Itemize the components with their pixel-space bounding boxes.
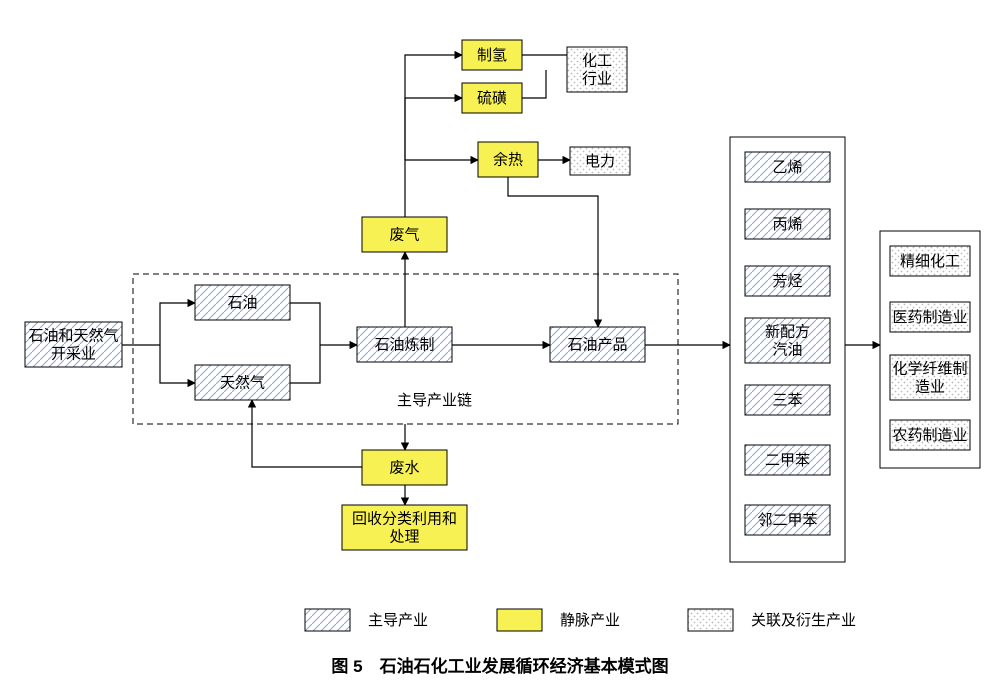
edge-1	[160, 303, 195, 345]
node-power-label: 电力	[585, 153, 615, 170]
edge-12	[252, 400, 362, 467]
main-chain-label: 主导产业链	[397, 392, 472, 409]
node-sanben: 三苯	[745, 385, 830, 415]
flowchart-canvas: 主导产业链 石油和天然气开采业 石油天然气 石油炼制 石油产品 废气废水回收分类利用和处理…	[0, 0, 1000, 692]
node-refining-label: 石油炼制	[374, 337, 434, 354]
node-gasoline: 新配方汽油	[745, 318, 830, 363]
node-fiber: 化学纤维制造业	[890, 355, 970, 400]
node-waste_water-label: 废水	[389, 460, 419, 477]
legend-swatch-1	[497, 609, 542, 631]
node-waste_water: 废水	[362, 450, 447, 485]
node-xylene-label: 二甲苯	[765, 452, 810, 469]
node-products: 石油产品	[550, 327, 645, 362]
node-oxylene: 邻二甲苯	[745, 505, 830, 535]
node-sulfur: 硫磺	[462, 83, 522, 113]
legend-swatch-0	[305, 609, 350, 631]
node-waste_heat: 余热	[478, 142, 538, 177]
node-pesticide-label: 农药制造业	[892, 427, 967, 444]
node-ethylene: 乙烯	[745, 152, 830, 182]
node-waste_gas-label: 废气	[389, 227, 419, 244]
node-hydrogen: 制氢	[462, 40, 522, 70]
node-refining: 石油炼制	[357, 327, 452, 362]
node-aromatics-label: 芳烃	[772, 273, 802, 290]
node-xylene: 二甲苯	[745, 445, 830, 475]
node-pharma: 医药制造业	[890, 302, 970, 332]
node-oxylene-label: 邻二甲苯	[757, 512, 817, 529]
node-aromatics: 芳烃	[745, 266, 830, 296]
node-waste_gas: 废气	[362, 217, 447, 252]
node-hydrogen-label: 制氢	[477, 47, 507, 64]
legend-label-0: 主导产业	[368, 612, 428, 629]
node-gas-label: 天然气	[220, 375, 265, 392]
node-power: 电力	[570, 147, 630, 175]
node-oil-label: 石油	[227, 295, 257, 312]
node-finechem-label: 精细化工	[900, 253, 960, 270]
node-propylene: 丙烯	[745, 209, 830, 239]
node-recycle: 回收分类利用和处理	[342, 505, 467, 550]
node-gas: 天然气	[195, 365, 290, 400]
node-products-label: 石油产品	[567, 337, 627, 354]
edge-3	[290, 303, 320, 345]
nodes-layer: 石油和天然气开采业 石油天然气 石油炼制 石油产品 废气废水回收分类利用和处理 制氢硫磺余…	[25, 40, 970, 550]
node-finechem: 精细化工	[890, 246, 970, 276]
node-pharma-label: 医药制造业	[892, 309, 967, 326]
edge-17	[522, 70, 546, 98]
node-sulfur-label: 硫磺	[477, 90, 507, 107]
figure-caption: 图 5 石油石化工业发展循环经济基本模式图	[331, 656, 668, 676]
node-extraction: 石油和天然气开采业	[25, 322, 122, 367]
node-ethylene-label: 乙烯	[772, 159, 802, 176]
legend-swatch-2	[688, 609, 733, 631]
legend-label-2: 关联及衍生产业	[751, 612, 856, 629]
edge-4	[290, 345, 320, 383]
node-oil: 石油	[195, 285, 290, 320]
edge-2	[160, 345, 195, 383]
edge-19	[508, 177, 598, 327]
legend-label-1: 静脉产业	[560, 612, 620, 629]
edge-13	[405, 160, 478, 217]
node-propylene-label: 丙烯	[772, 216, 802, 233]
legend: 主导产业 静脉产业 关联及衍生产业	[305, 609, 856, 631]
edge-14	[405, 55, 462, 160]
node-chem_ind: 化工行业	[567, 47, 627, 92]
node-sanben-label: 三苯	[772, 392, 802, 409]
node-pesticide: 农药制造业	[890, 420, 970, 450]
node-waste_heat-label: 余热	[493, 151, 523, 169]
edge-15	[405, 98, 462, 160]
